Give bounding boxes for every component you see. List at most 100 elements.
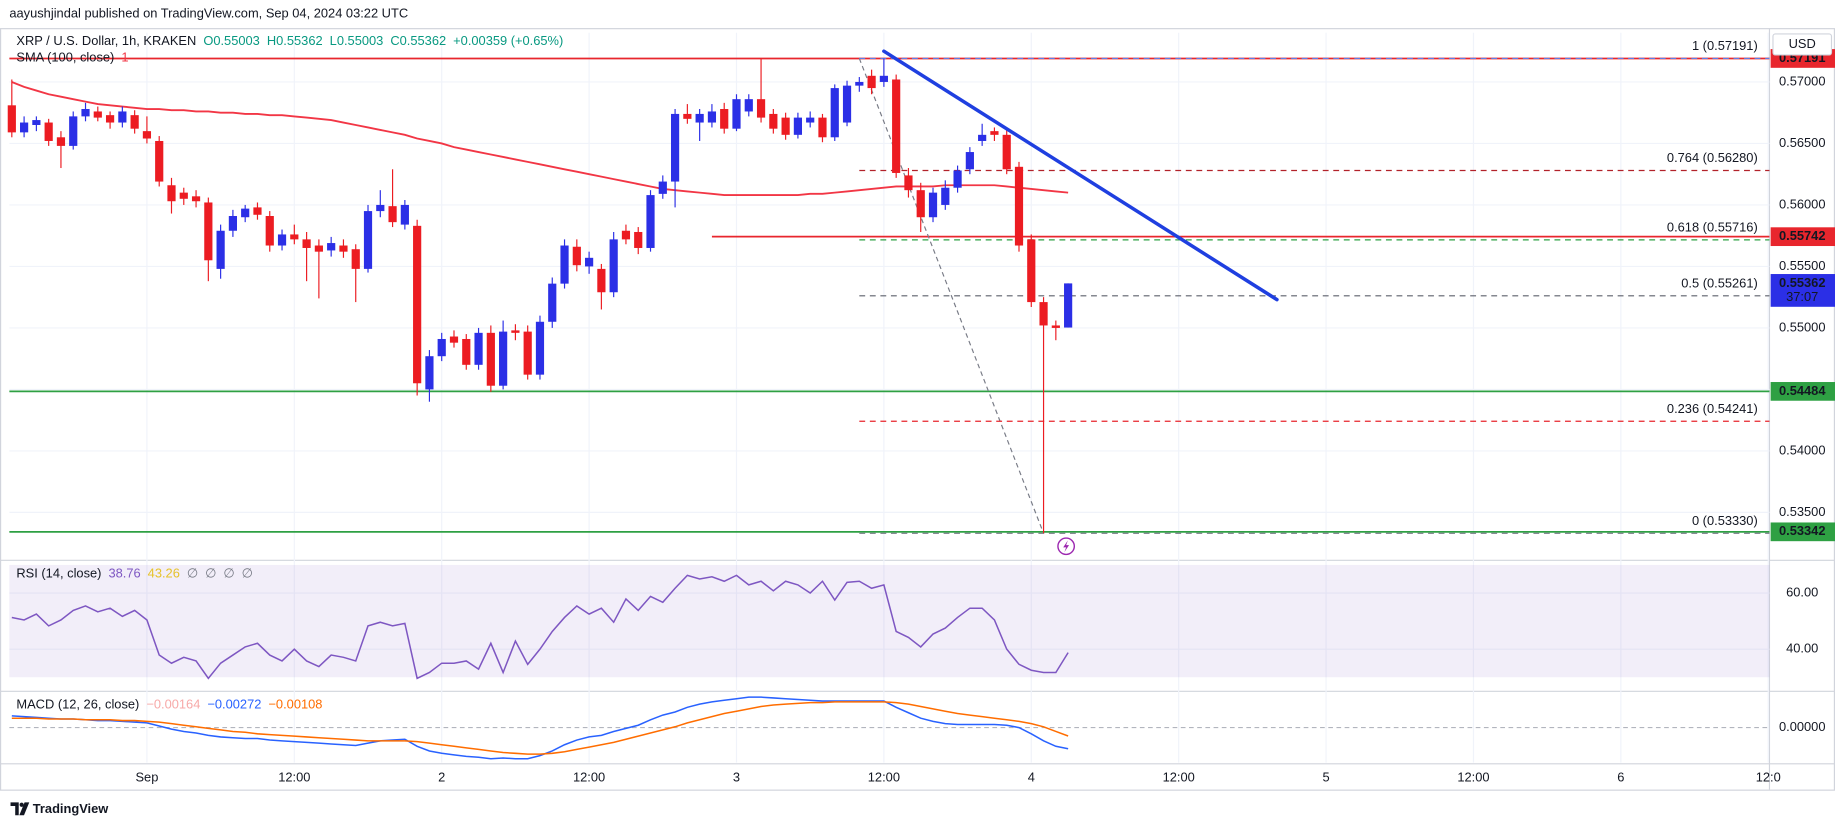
candle-body	[867, 75, 876, 89]
price-tag-label: 0.53342	[1779, 523, 1825, 538]
candle-body	[769, 113, 778, 129]
chart-legend: XRP / U.S. Dollar, 1h, KRAKEN O0.55003 H0.…	[16, 34, 563, 49]
indicator-value: 1	[121, 50, 128, 65]
candle-body	[904, 175, 913, 191]
candle-body	[449, 336, 459, 343]
candle-body	[892, 79, 901, 173]
indicator-value: ∅	[242, 566, 253, 581]
candle-body	[56, 137, 66, 146]
candle-body	[806, 117, 815, 123]
candle-body	[142, 131, 152, 139]
candle-body	[314, 245, 323, 252]
y-tick-label: 0.56000	[1779, 196, 1825, 211]
candle-body	[646, 195, 655, 248]
candle-body	[290, 234, 299, 240]
candle-body	[265, 216, 274, 246]
candle-body	[351, 249, 360, 269]
ohlc-value: +0.00359 (+0.65%)	[453, 34, 563, 49]
x-tick-label: 6	[1617, 769, 1624, 784]
candle-body	[130, 115, 139, 129]
indicator-line	[11, 574, 1069, 680]
candle-body	[339, 245, 348, 252]
candle-body	[548, 283, 557, 322]
candle-body	[781, 117, 790, 135]
indicator-value: −0.00164	[146, 697, 200, 712]
candle-body	[486, 332, 495, 386]
indicator-value: ∅	[187, 566, 198, 581]
x-tick-label: 12:00	[1457, 769, 1489, 784]
indicator-value: −0.00108	[268, 697, 322, 712]
candle-body	[535, 321, 545, 375]
candle-body	[499, 331, 508, 386]
indicator-value: ∅	[205, 566, 216, 581]
candle-body	[1064, 283, 1073, 328]
y-tick-label: 0.55500	[1779, 258, 1825, 273]
candle-body	[965, 152, 974, 170]
indicator-value: 43.26	[148, 566, 180, 581]
y-tick-label: 40.00	[1786, 641, 1818, 656]
candle-body	[81, 109, 90, 117]
fib-label: 0.5 (0.55261)	[1681, 276, 1758, 291]
candle-body	[990, 131, 999, 135]
candle-body	[167, 185, 176, 202]
price-tag-label: 0.55742	[1779, 228, 1825, 243]
candle-body	[597, 268, 606, 293]
ohlc-value: H0.55362	[267, 34, 323, 49]
candle-body	[105, 115, 115, 123]
candle-body	[818, 117, 827, 138]
candle-body	[69, 116, 78, 146]
candle-body	[523, 331, 532, 375]
x-tick-label: 5	[1322, 769, 1329, 784]
candle-body	[1002, 134, 1011, 170]
candle-body	[707, 111, 717, 123]
candle-body	[425, 356, 434, 390]
candle-body	[155, 140, 164, 182]
candle-body	[241, 208, 250, 218]
x-tick-label: 12:00	[868, 769, 900, 784]
candle-body	[474, 332, 483, 365]
candle-body	[658, 181, 667, 194]
candle-body	[277, 234, 287, 246]
x-tick-label: 12:00	[278, 769, 310, 784]
price-tag	[1770, 382, 1835, 401]
indicator-legend: SMA (100, close) 1	[16, 50, 128, 65]
candle-body	[228, 216, 238, 231]
candle-body	[855, 81, 864, 86]
indicator-value: −0.00272	[207, 697, 261, 712]
y-tick-label: 0.55000	[1779, 319, 1825, 334]
candle-body	[621, 230, 631, 240]
candle-body	[93, 111, 102, 118]
ohlc-value: C0.55362	[390, 34, 446, 49]
candle-body	[842, 85, 852, 123]
brand-name: TradingView	[33, 801, 110, 816]
candle-body	[7, 105, 16, 133]
candle-body	[572, 246, 581, 266]
y-tick-label: 0.57000	[1779, 73, 1825, 88]
candle-body	[978, 134, 987, 141]
fib-label: 0.236 (0.54241)	[1667, 401, 1758, 416]
last-price-label: 0.55362	[1779, 275, 1825, 290]
sma-line	[11, 81, 1069, 197]
candle-body	[20, 122, 29, 133]
fib-anchor-line	[858, 58, 1045, 534]
candle-body	[204, 202, 213, 261]
x-tick-label: 2	[438, 769, 445, 784]
indicator-line	[11, 696, 1069, 760]
event-icon	[1057, 537, 1076, 556]
candle-body	[830, 88, 839, 138]
candle-body	[302, 239, 311, 248]
candle-body	[376, 204, 385, 212]
candle-body	[327, 243, 336, 251]
fib-label: 0.764 (0.56280)	[1667, 150, 1758, 165]
candle-body	[744, 99, 753, 112]
candle-body	[916, 190, 925, 218]
candle-body	[695, 113, 704, 123]
candle-body	[670, 113, 680, 182]
candle-body	[191, 196, 201, 202]
candle-body	[216, 230, 225, 269]
fib-label: 0.618 (0.55716)	[1667, 220, 1758, 235]
rsi-band	[9, 564, 1770, 678]
